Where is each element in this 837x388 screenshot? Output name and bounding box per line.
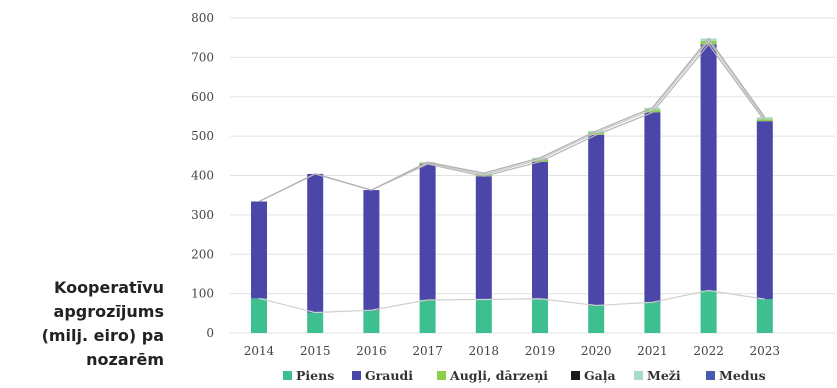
- connector-line-3: [258, 39, 766, 203]
- bar-segment-3: [644, 109, 661, 113]
- y-tick-label: 700: [191, 50, 214, 64]
- legend-label-5: Meži: [647, 368, 681, 383]
- x-tick-label: 2020: [581, 344, 612, 358]
- y-tick-label: 600: [191, 90, 214, 104]
- bar-segment-1: [307, 312, 324, 333]
- caption-line-1: Kooperatīvu: [53, 278, 164, 297]
- bar-segment-1: [475, 299, 492, 333]
- bar-segment-1: [419, 299, 436, 333]
- connector-line-1: [258, 289, 765, 314]
- bar-segment-5: [532, 157, 548, 160]
- x-tick-label: 2016: [356, 344, 387, 358]
- bar-segment-3: [532, 159, 548, 162]
- y-tick-label: 100: [191, 287, 214, 301]
- bar-segment-2: [251, 201, 267, 299]
- legend-label-6: Medus: [719, 368, 766, 383]
- caption-line-4: nozarēm: [86, 350, 164, 369]
- legend-swatch-4: [571, 371, 580, 380]
- bar-segment-1: [363, 310, 380, 333]
- chart-caption: Kooperatīvu apgrozījums (milj. eiro) pa …: [0, 276, 164, 372]
- bar-segment-2: [700, 44, 717, 291]
- bar-segment-2: [307, 173, 324, 313]
- legend-swatch-2: [352, 371, 361, 380]
- bar-segment-1: [588, 305, 605, 333]
- caption-line-3: (milj. eiro) pa: [41, 326, 164, 345]
- bar-segment-2: [588, 134, 605, 306]
- legend-label-2: Graudi: [365, 368, 413, 383]
- caption-line-2: apgrozījums: [53, 302, 164, 321]
- bar-segment-3: [475, 174, 492, 177]
- bar-segment-1: [756, 299, 773, 333]
- bar-segment-2: [756, 121, 773, 300]
- y-tick-label: 200: [191, 247, 214, 261]
- bar-segment-1: [700, 290, 717, 333]
- y-tick-label: 300: [191, 208, 214, 222]
- x-tick-label: 2022: [693, 344, 724, 358]
- bar-segment-5: [644, 107, 661, 110]
- x-tick-label: 2017: [412, 344, 443, 358]
- x-tick-label: 2014: [244, 344, 275, 358]
- legend-swatch-3: [437, 371, 446, 380]
- bar-segment-2: [532, 161, 548, 299]
- connector-line-4: [258, 37, 766, 203]
- y-tick-label: 800: [191, 11, 214, 25]
- bar-segment-2: [475, 176, 492, 300]
- y-tick-label: 400: [191, 169, 214, 183]
- legend-label-1: Piens: [296, 368, 334, 383]
- bar-segment-1: [251, 298, 267, 333]
- bar-segment-2: [419, 164, 436, 300]
- x-tick-label: 2015: [300, 344, 331, 358]
- legend-label-3: Augļi, dārzeņi: [449, 368, 548, 384]
- bar-segment-5: [588, 131, 605, 133]
- bar-segment-3: [588, 132, 605, 135]
- x-tick-label: 2019: [525, 344, 556, 358]
- connector-line-2: [258, 43, 766, 203]
- legend-swatch-1: [283, 371, 292, 380]
- x-tick-label: 2023: [750, 344, 781, 358]
- y-tick-label: 0: [206, 326, 214, 340]
- legend-swatch-5: [634, 371, 643, 380]
- legend-label-4: Gaļa: [584, 368, 616, 384]
- bar-segment-5: [700, 38, 717, 41]
- x-tick-label: 2018: [469, 344, 500, 358]
- bar-segment-2: [363, 190, 380, 311]
- bar-segment-1: [644, 302, 661, 333]
- bar-segment-1: [532, 298, 548, 333]
- y-tick-label: 500: [191, 129, 214, 143]
- bar-segment-5: [475, 173, 492, 175]
- bar-segment-2: [644, 112, 661, 303]
- bar-segment-3: [700, 40, 717, 45]
- legend-swatch-6: [706, 371, 715, 380]
- x-tick-label: 2021: [637, 344, 668, 358]
